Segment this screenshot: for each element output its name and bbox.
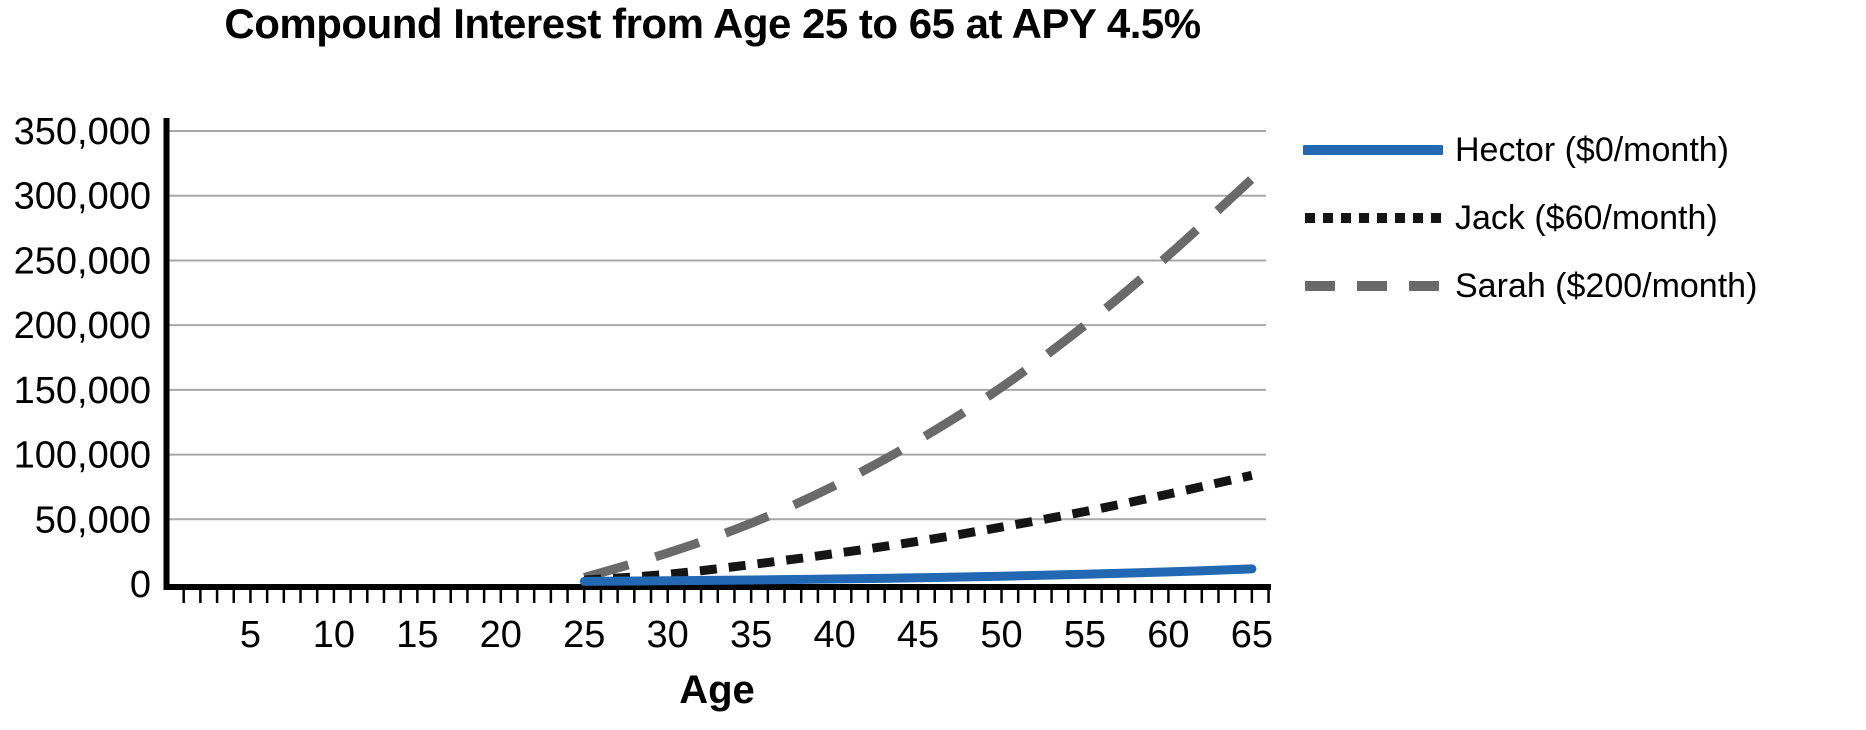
x-axis-tick-label: 50 — [980, 614, 1022, 656]
x-axis-tick-label: 25 — [563, 614, 605, 656]
x-axis-tick-label: 30 — [647, 614, 689, 656]
x-axis-tick-label: 60 — [1147, 614, 1189, 656]
legend-line-solid-icon — [1303, 145, 1443, 155]
series-line-hector — [579, 564, 1257, 586]
chart-title: Compound Interest from Age 25 to 65 at A… — [224, 0, 1201, 47]
y-axis-tick-label: 150,000 — [14, 370, 151, 412]
legend-item-jack: Jack ($60/month) — [1303, 198, 1757, 238]
x-axis-tick-label: 10 — [313, 614, 355, 656]
y-axis-tick-label: 250,000 — [14, 240, 151, 282]
legend-label-sarah: Sarah ($200/month) — [1455, 266, 1758, 305]
y-axis-tick-label: 0 — [130, 564, 151, 606]
x-axis-tick-label: 40 — [813, 614, 855, 656]
y-axis-tick-label: 300,000 — [14, 176, 151, 218]
y-axis-tick-label: 350,000 — [14, 111, 151, 153]
legend-line-dashed-icon — [1305, 281, 1441, 291]
x-axis-tick-label: 65 — [1231, 614, 1273, 656]
x-axis-tick-label: 15 — [396, 614, 438, 656]
x-axis-tick-label: 5 — [240, 614, 261, 656]
x-axis-title: Age — [679, 668, 755, 712]
legend-item-hector: Hector ($0/month) — [1303, 130, 1757, 170]
x-axis-tick-label: 20 — [480, 614, 522, 656]
legend-label-jack: Jack ($60/month) — [1455, 198, 1718, 237]
x-axis-tick-label: 45 — [897, 614, 939, 656]
legend: Hector ($0/month) Jack ($60/month) Sarah… — [1303, 130, 1757, 334]
series-line-jack — [583, 470, 1253, 585]
series-line-sarah — [583, 175, 1255, 582]
legend-line-dotted-icon — [1305, 213, 1441, 223]
x-axis-tick-label: 55 — [1064, 614, 1106, 656]
y-axis-tick-label: 100,000 — [14, 435, 151, 477]
y-axis-tick-label: 200,000 — [14, 305, 151, 347]
legend-label-hector: Hector ($0/month) — [1455, 130, 1729, 169]
plot-area: 5 10 15 20 25 30 35 40 45 50 55 60 65 0 50,000 100,000 1… — [14, 111, 1273, 656]
y-axis-tick-label: 50,000 — [35, 499, 151, 541]
legend-item-sarah: Sarah ($200/month) — [1303, 266, 1757, 306]
x-axis-tick-label: 35 — [730, 614, 772, 656]
